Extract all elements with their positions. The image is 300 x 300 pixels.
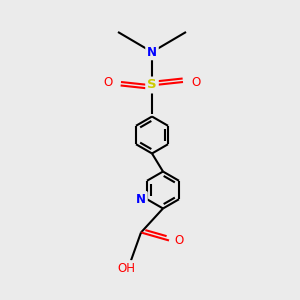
- Text: O: O: [174, 234, 184, 247]
- Text: OH: OH: [117, 262, 135, 275]
- Text: N: N: [147, 46, 157, 59]
- Text: N: N: [136, 193, 146, 206]
- Text: O: O: [191, 76, 201, 88]
- Text: S: S: [147, 79, 157, 92]
- Text: O: O: [103, 76, 112, 88]
